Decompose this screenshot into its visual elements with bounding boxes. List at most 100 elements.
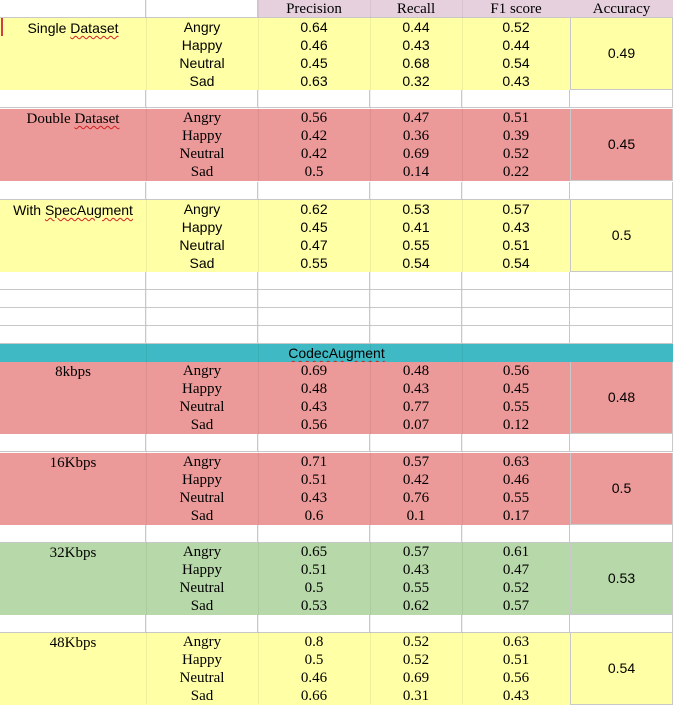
blank-row-cell[interactable] bbox=[258, 434, 370, 452]
accuracy-value: 0.53 bbox=[607, 570, 636, 586]
blank-row-cell[interactable] bbox=[370, 615, 462, 633]
blank-row-cell[interactable] bbox=[146, 290, 258, 308]
blank-row-cell[interactable] bbox=[462, 290, 570, 308]
blank-row-cell[interactable] bbox=[0, 308, 146, 326]
blank-row-cell[interactable] bbox=[0, 615, 146, 633]
blank-row-cell[interactable] bbox=[570, 90, 673, 108]
emotion-label: Angry bbox=[183, 201, 221, 217]
accuracy-merged-cell[interactable] bbox=[570, 18, 673, 90]
emotion-label: Sad bbox=[190, 688, 214, 704]
blank-row-cell[interactable] bbox=[258, 525, 370, 543]
blank-row-cell[interactable] bbox=[462, 272, 570, 290]
accuracy-merged-cell[interactable] bbox=[570, 109, 673, 181]
precision-value: 0.42 bbox=[300, 146, 328, 162]
blank-row-cell[interactable] bbox=[570, 272, 673, 290]
blank-row-cell[interactable] bbox=[462, 615, 570, 633]
emotion-label: Happy bbox=[182, 562, 222, 578]
f1-value: 0.52 bbox=[502, 580, 530, 596]
emotion-label: Happy bbox=[182, 128, 222, 144]
blank-row-cell[interactable] bbox=[462, 90, 570, 108]
blank-row-cell[interactable] bbox=[146, 525, 258, 543]
blank-row-cell[interactable] bbox=[258, 326, 370, 344]
blank-row-cell[interactable] bbox=[258, 290, 370, 308]
blank-row-cell[interactable] bbox=[146, 434, 258, 452]
blank-row-cell[interactable] bbox=[146, 90, 258, 108]
blank-row-cell[interactable] bbox=[370, 182, 462, 200]
blank-row-cell[interactable] bbox=[258, 272, 370, 290]
emotion-label: Angry bbox=[182, 544, 222, 560]
accuracy-value: 0.5 bbox=[611, 480, 632, 496]
emotion-label: Happy bbox=[182, 472, 222, 488]
blank-row-cell[interactable] bbox=[462, 434, 570, 452]
blank-row-cell[interactable] bbox=[146, 326, 258, 344]
precision-value: 0.51 bbox=[300, 562, 328, 578]
accuracy-merged-cell[interactable] bbox=[570, 362, 673, 434]
f1-value: 0.46 bbox=[502, 472, 530, 488]
block-label-part: Single bbox=[27, 20, 71, 36]
f1-value: 0.51 bbox=[502, 110, 530, 126]
block-label: 8kbps bbox=[55, 364, 91, 380]
header-row-cell[interactable] bbox=[146, 0, 258, 18]
blank-row-cell[interactable] bbox=[462, 525, 570, 543]
grid-line bbox=[258, 0, 259, 704]
blank-row-cell[interactable] bbox=[370, 434, 462, 452]
blank-row-cell[interactable] bbox=[146, 615, 258, 633]
header-band bbox=[258, 0, 673, 17]
block-label: Double Dataset bbox=[0, 110, 146, 128]
codec-title-band bbox=[0, 344, 673, 362]
blank-row-cell[interactable] bbox=[258, 615, 370, 633]
blank-row-cell[interactable] bbox=[0, 525, 146, 543]
blank-row-cell[interactable] bbox=[0, 434, 146, 452]
blank-row-cell[interactable] bbox=[370, 90, 462, 108]
blank-row-cell[interactable] bbox=[0, 272, 146, 290]
blank-row-cell[interactable] bbox=[570, 434, 673, 452]
header-row-cell[interactable] bbox=[0, 0, 146, 18]
block-band bbox=[0, 362, 673, 434]
blank-row-cell[interactable] bbox=[462, 182, 570, 200]
blank-row-cell[interactable] bbox=[462, 326, 570, 344]
blank-row-cell[interactable] bbox=[146, 272, 258, 290]
blank-row-cell[interactable] bbox=[570, 615, 673, 633]
blank-row-cell[interactable] bbox=[370, 308, 462, 326]
blank-row-cell[interactable] bbox=[146, 182, 258, 200]
blank-row-cell[interactable] bbox=[0, 326, 146, 344]
blank-row-cell[interactable] bbox=[370, 290, 462, 308]
accuracy-merged-cell[interactable] bbox=[570, 453, 673, 525]
f1-value: 0.51 bbox=[502, 237, 530, 253]
blank-row-cell[interactable] bbox=[370, 272, 462, 290]
recall-value: 0.32 bbox=[402, 73, 430, 89]
recall-value: 0.68 bbox=[402, 55, 430, 71]
blank-row-cell[interactable] bbox=[0, 182, 146, 200]
emotion-label: Happy bbox=[182, 381, 222, 397]
block-label-part: SpecAugment bbox=[44, 202, 133, 218]
emotion-label: Sad bbox=[189, 73, 215, 89]
block-label: Single Dataset bbox=[0, 19, 146, 37]
blank-row-cell[interactable] bbox=[570, 182, 673, 200]
recall-value: 0.43 bbox=[402, 37, 430, 53]
accuracy-merged-cell[interactable] bbox=[570, 200, 673, 272]
emotion-label: Happy bbox=[181, 219, 223, 235]
blank-row-cell[interactable] bbox=[462, 308, 570, 326]
blank-row-cell[interactable] bbox=[370, 525, 462, 543]
blank-row-cell[interactable] bbox=[570, 308, 673, 326]
blank-row-cell[interactable] bbox=[258, 182, 370, 200]
block-label: 32Kbps bbox=[49, 545, 97, 561]
blank-row-cell[interactable] bbox=[258, 90, 370, 108]
emotion-label: Neutral bbox=[179, 580, 225, 596]
blank-row-cell[interactable] bbox=[146, 308, 258, 326]
blank-row-cell[interactable] bbox=[0, 90, 146, 108]
precision-value: 0.43 bbox=[300, 490, 328, 506]
accuracy-merged-cell[interactable] bbox=[570, 633, 673, 705]
blank-row-cell[interactable] bbox=[570, 326, 673, 344]
blank-row-cell[interactable] bbox=[570, 290, 673, 308]
precision-value: 0.5 bbox=[304, 652, 324, 668]
recall-value: 0.77 bbox=[402, 399, 430, 415]
accuracy-value: 0.54 bbox=[607, 660, 636, 676]
blank-row-cell[interactable] bbox=[570, 525, 673, 543]
f1-value: 0.45 bbox=[502, 381, 530, 397]
blank-row-cell[interactable] bbox=[370, 326, 462, 344]
blank-row-cell[interactable] bbox=[258, 308, 370, 326]
accuracy-merged-cell[interactable] bbox=[570, 543, 673, 615]
blank-row-cell[interactable] bbox=[0, 290, 146, 308]
